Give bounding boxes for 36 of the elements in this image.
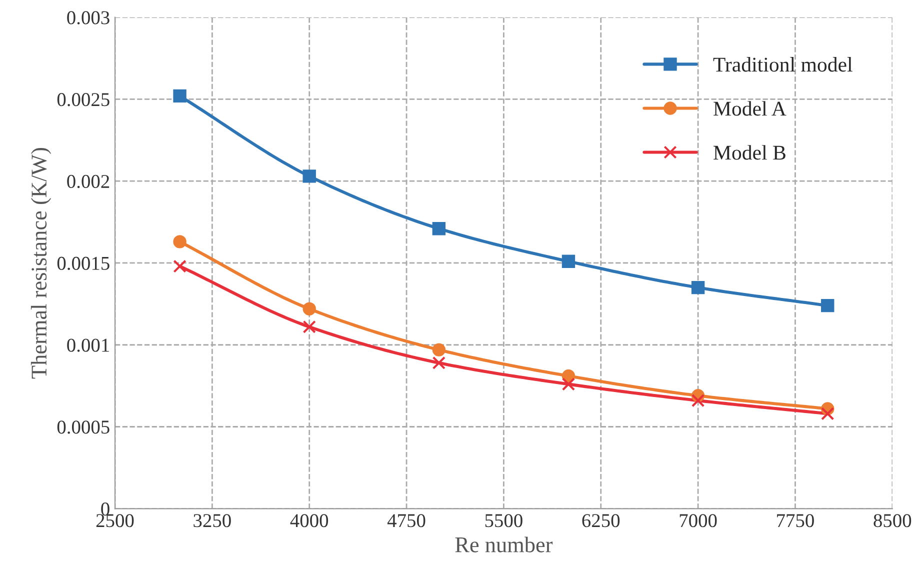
legend-label: Model B: [714, 145, 786, 160]
y-tick-label: 0.0005: [57, 420, 110, 434]
y-tick-label: 0.001: [67, 338, 109, 352]
point: [432, 222, 446, 236]
y-tick-label: 0.0015: [57, 256, 110, 270]
y-tick-label: 0: [101, 502, 110, 516]
point: [562, 254, 576, 268]
x-tick-label: 7000: [680, 514, 717, 528]
y-axis-title: Thermal resistance (K/W): [30, 148, 52, 379]
legend-label: Traditionl model: [713, 57, 852, 72]
x-tick-label: 4000: [290, 514, 328, 528]
point: [821, 298, 834, 312]
point: [691, 280, 705, 294]
x-tick-label: 5500: [485, 514, 522, 528]
y-tick-label: 0.0025: [57, 93, 110, 106]
x-tick-label: 4750: [387, 514, 426, 528]
point: [173, 260, 186, 273]
x-tick-label: 2500: [96, 514, 134, 528]
x-tick-label: 3250: [194, 514, 231, 528]
x-tick-label: 8500: [874, 514, 912, 528]
x-axis-title: Re number: [455, 536, 553, 552]
point: [432, 356, 446, 370]
point: [173, 235, 186, 248]
point: [173, 89, 186, 103]
point: [821, 407, 834, 420]
point: [302, 320, 316, 334]
point: [302, 170, 316, 183]
point: [302, 302, 316, 316]
point: [691, 394, 705, 408]
y-tick-label: 0.002: [67, 174, 110, 188]
point: [432, 343, 446, 356]
legend-label: Model A: [714, 101, 786, 116]
point: [562, 378, 576, 391]
y-tick-label: 0.003: [67, 11, 110, 24]
x-tick-label: 7750: [777, 514, 814, 528]
x-tick-label: 6250: [582, 514, 620, 528]
